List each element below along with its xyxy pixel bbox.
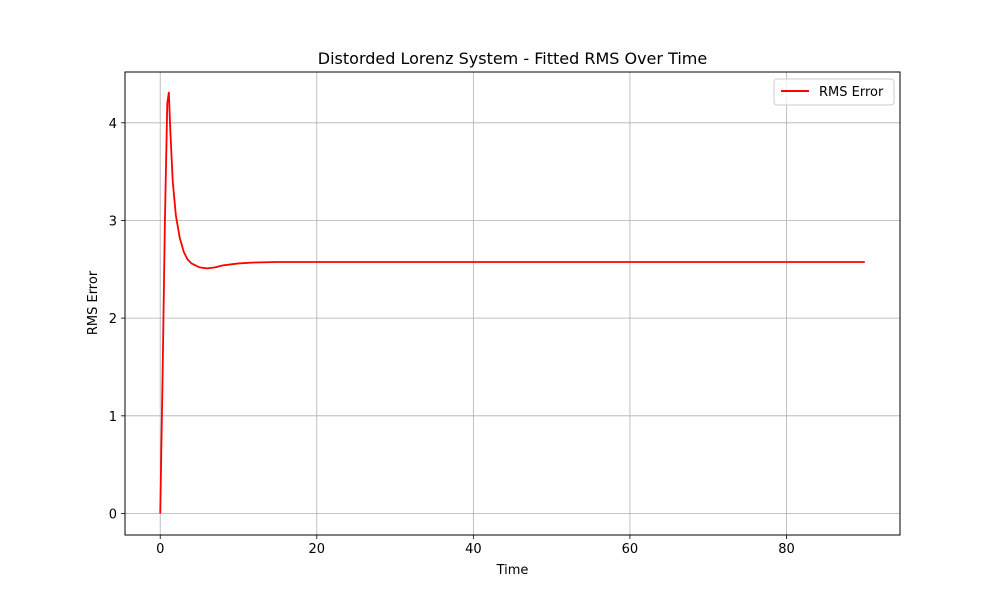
y-axis-label: RMS Error bbox=[86, 270, 101, 335]
plot-frame bbox=[124, 71, 901, 536]
y-tick-label: 4 bbox=[109, 117, 117, 132]
series-line-rms-error bbox=[159, 91, 865, 514]
x-tick-label: 80 bbox=[778, 542, 795, 557]
x-tick-label: 40 bbox=[465, 542, 482, 557]
chart-title: Distorded Lorenz System - Fitted RMS Ove… bbox=[318, 49, 707, 68]
legend-label: RMS Error bbox=[819, 85, 884, 100]
axis-ticks: 0 20 40 60 80 0 1 2 3 4 bbox=[109, 117, 795, 557]
grid-lines bbox=[125, 72, 900, 535]
x-axis-label: Time bbox=[496, 563, 529, 578]
x-tick-label: 0 bbox=[156, 542, 164, 557]
series-layer bbox=[159, 91, 865, 514]
legend-box bbox=[773, 78, 895, 106]
y-tick-label: 0 bbox=[109, 508, 117, 523]
y-tick-label: 3 bbox=[109, 214, 117, 229]
x-tick-label: 20 bbox=[309, 542, 326, 557]
legend: RMS Error bbox=[773, 78, 895, 106]
y-tick-label: 1 bbox=[109, 410, 117, 425]
x-tick-label: 60 bbox=[622, 542, 639, 557]
y-tick-label: 2 bbox=[109, 312, 117, 327]
